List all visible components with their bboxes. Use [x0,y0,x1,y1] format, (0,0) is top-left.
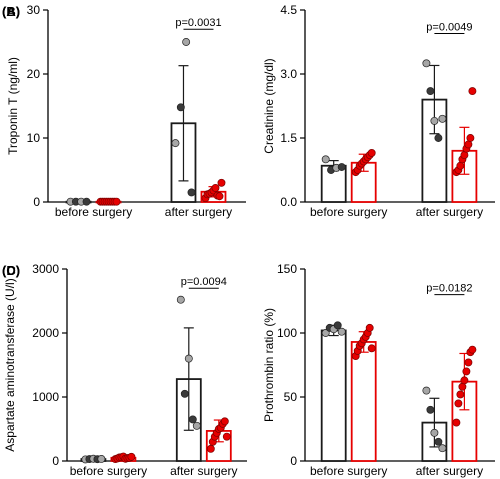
y-tick-label: 150 [277,262,297,276]
y-tick-label: 10 [27,131,41,145]
y-tick-label: 0 [33,195,40,209]
x-category-label: before surgery [55,205,132,219]
y-tick-label: 100 [277,326,297,340]
data-point [422,386,431,395]
data-point [321,155,330,164]
data-point [97,455,106,463]
x-category-label: after surgery [416,464,483,478]
data-point [434,437,443,446]
data-point [337,163,346,171]
data-point [468,345,477,354]
y-tick-label: 0 [52,454,59,468]
bar [320,329,347,462]
chart-panel-2: (B) 0.0 1.5 3.0 4.5 Creatinine (mg/dl) before … [2,3,495,219]
x-category-label: before surgery [70,464,147,478]
data-point [434,134,443,142]
data-point [456,390,465,399]
panel-letter: (D) [2,263,20,278]
x-category-label: before surgery [310,464,387,478]
data-point [464,358,473,367]
data-point [438,114,447,123]
data-point [422,59,431,68]
y-axis-title: Troponin T (ng/ml) [6,57,20,155]
data-point [220,417,229,426]
data-point [466,134,475,142]
data-point [82,197,91,206]
data-point [460,376,469,385]
data-point [222,432,231,441]
y-tick-label: 4.5 [280,3,297,17]
data-point [468,87,477,96]
data-point [426,87,435,96]
data-point [184,354,193,363]
data-point [438,444,447,453]
y-tick-label: 1.5 [280,131,297,145]
panel-letter: (B) [2,4,20,19]
p-value-label: p=0.0182 [426,283,472,295]
y-tick-label: 3000 [32,262,59,276]
data-point [171,139,180,148]
x-category-label: after surgery [165,205,232,219]
data-point [192,421,201,430]
y-tick-label: 50 [284,390,298,404]
data-point [321,329,330,337]
data-point [206,444,215,453]
chart-panel-4: (D) 0 50 100 150 Prothrombin ratio (%) before … [2,262,495,478]
data-point [176,103,185,112]
panel-letter: (A) [2,4,20,19]
y-axis-title: Aspartate aminotransferase (U/l) [3,278,17,451]
y-tick-label: 0.0 [280,195,297,209]
data-point [426,405,435,414]
x-category-label: after surgery [170,464,237,478]
p-value-label: p=0.0094 [181,276,227,288]
p-value-label: p=0.0049 [426,21,472,33]
y-axis-title: Prothrombin ratio (%) [262,308,276,422]
data-point [176,295,185,304]
data-point [365,323,374,332]
data-point [430,428,439,437]
data-point [127,452,136,461]
data-point [215,192,224,201]
data-point [337,327,346,336]
p-value-label: p=0.0031 [175,17,221,29]
data-point [188,415,197,424]
y-tick-label: 0 [290,454,297,468]
data-point [367,344,376,353]
data-point [187,188,196,197]
y-tick-label: 20 [27,67,41,81]
data-point [462,367,471,376]
data-point [454,399,463,408]
x-category-label: before surgery [310,205,387,219]
y-tick-label: 30 [27,3,41,17]
data-point [211,183,220,192]
y-tick-label: 2000 [32,326,59,340]
y-axis-title: Creatinine (mg/dl) [262,58,276,153]
data-point [112,197,121,206]
y-tick-label: 1000 [32,390,59,404]
data-point [430,116,439,125]
y-tick-label: 3.0 [280,67,297,81]
panel-letter: (C) [2,263,20,278]
chart-panel-3: (C) 0 1000 2000 3000 Aspartate aminotransfera… [2,262,247,478]
data-point [217,178,226,187]
chart-panel-1: (A) 0 10 20 30 Troponin T (ng/ml) before surge… [2,3,246,219]
data-point [452,418,461,427]
bar [350,341,377,462]
data-point [182,38,191,46]
data-point [367,148,376,157]
data-point [180,389,189,398]
data-point [333,321,342,330]
x-category-label: after surgery [416,205,483,219]
